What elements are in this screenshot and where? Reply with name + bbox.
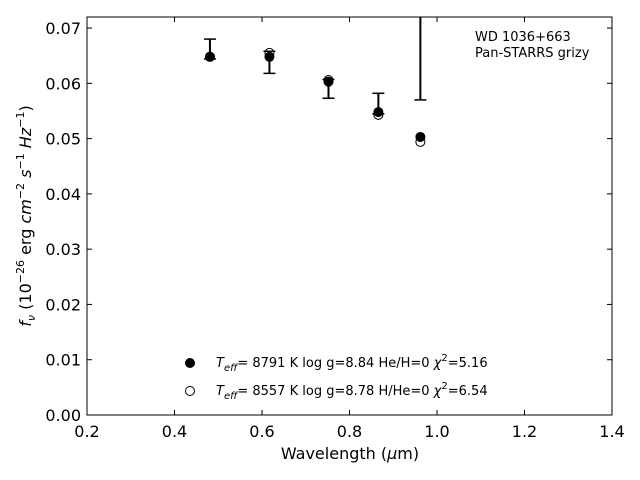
model-point-open — [264, 47, 275, 58]
legend-marker-open — [185, 386, 195, 396]
annotation-line-1: WD 1036+663 — [475, 30, 571, 45]
y-tick-label: 0.03 — [45, 240, 81, 259]
y-tick-label: 0.00 — [45, 406, 81, 425]
legend-comp: He/H=0 — [378, 356, 429, 371]
legend-logg: log g=8.78 — [302, 384, 374, 399]
legend-comp: H/He=0 — [378, 384, 429, 399]
legend-label: Teff= 8791 K log g=8.84 He/H=0 χ2=5.16 — [216, 353, 488, 374]
y-axis-title: fν (10−26 erg cm−2 s−1 Hz−1) — [14, 105, 38, 326]
model-point-filled — [264, 51, 275, 62]
x-tick-label: 0.6 — [249, 422, 274, 441]
x-tick-label: 1.2 — [512, 422, 537, 441]
y-tick-label: 0.05 — [45, 130, 81, 149]
y-tick-label: 0.02 — [45, 295, 81, 314]
legend-label: Teff= 8557 K log g=8.78 H/He=0 χ2=6.54 — [216, 381, 488, 402]
plot-frame — [86, 16, 613, 416]
x-tick-label: 1.4 — [599, 422, 624, 441]
y-tick-label: 0.04 — [45, 185, 81, 204]
legend-entry: Teff= 8791 K log g=8.84 He/H=0 χ2=5.16 — [185, 353, 488, 374]
model-point-open — [373, 109, 384, 120]
model-point-open — [323, 75, 334, 86]
legend-entry: Teff= 8557 K log g=8.78 H/He=0 χ2=6.54 — [185, 381, 488, 402]
legend-chi2: =5.16 — [448, 356, 488, 371]
svg-text:fν (10−26 erg cm−2 s−1 Hz−1): fν (10−26 erg cm−2 s−1 Hz−1) — [14, 105, 38, 326]
legend-logg: log g=8.84 — [302, 356, 374, 371]
annotation: WD 1036+663 Pan-STARRS grizy — [475, 30, 590, 61]
y-tick-label: 0.06 — [45, 74, 81, 93]
annotation-line-2: Pan-STARRS grizy — [475, 46, 590, 61]
x-tick-label: 1.0 — [424, 422, 449, 441]
legend: Teff= 8791 K log g=8.84 He/H=0 χ2=5.16 T… — [185, 353, 488, 402]
legend-chi2: =6.54 — [448, 384, 488, 399]
x-tick-label: 0.2 — [74, 422, 99, 441]
model-point-open — [204, 51, 215, 62]
y-tick-label: 0.07 — [45, 19, 81, 38]
legend-marker-filled — [185, 358, 195, 368]
x-axis-title: Wavelength (μm) — [281, 444, 419, 463]
legend-teff: 8557 K — [252, 384, 298, 399]
x-tick-label: 0.4 — [162, 422, 187, 441]
y-tick-label: 0.01 — [45, 351, 81, 370]
model-point-filled — [373, 107, 384, 118]
x-tick-label: 0.8 — [337, 422, 362, 441]
legend-teff: 8791 K — [252, 356, 298, 371]
model-point-open — [415, 136, 426, 147]
